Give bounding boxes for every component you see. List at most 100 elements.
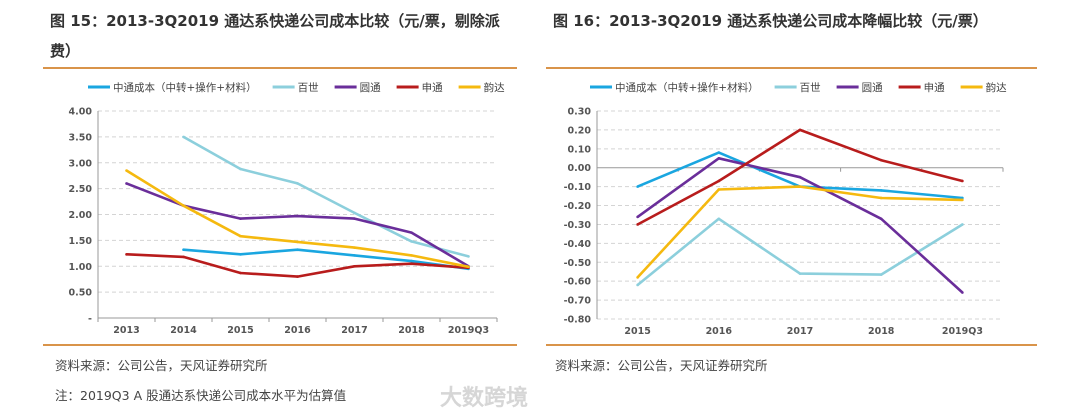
data-point bbox=[410, 262, 413, 265]
y-tick-label: - bbox=[88, 314, 92, 325]
legend-label: 韵达 bbox=[986, 81, 1007, 94]
figure-16-source: 资料来源：公司公告，天风证券研究所 bbox=[555, 358, 768, 373]
data-point bbox=[410, 240, 413, 243]
data-point bbox=[879, 158, 883, 162]
y-tick-label: 4.00 bbox=[69, 107, 93, 118]
x-tick-label: 2018 bbox=[398, 325, 425, 336]
data-point bbox=[410, 259, 413, 263]
data-point bbox=[182, 204, 185, 208]
x-tick-label: 2019Q3 bbox=[942, 326, 983, 337]
data-point bbox=[182, 135, 185, 139]
data-point bbox=[961, 198, 964, 202]
data-point bbox=[798, 128, 802, 132]
x-tick-label: 2014 bbox=[170, 325, 197, 336]
figure-15-bottom-rule bbox=[43, 344, 517, 346]
y-tick-label: -0.60 bbox=[564, 277, 592, 288]
x-tick-label: 2019Q3 bbox=[448, 325, 489, 336]
legend-label: 中通成本（中转+操作+材料） bbox=[615, 81, 759, 94]
legend-label: 韵达 bbox=[484, 81, 505, 94]
data-point bbox=[239, 234, 242, 238]
data-point bbox=[961, 179, 964, 183]
data-point bbox=[636, 283, 639, 287]
data-point bbox=[239, 167, 242, 171]
data-point bbox=[296, 248, 299, 251]
y-tick-label: 0.50 bbox=[69, 288, 93, 299]
figure-16-bottom-rule bbox=[546, 344, 1037, 346]
data-point bbox=[467, 255, 470, 258]
data-point bbox=[125, 253, 128, 256]
data-point bbox=[717, 179, 721, 183]
y-tick-label: 3.50 bbox=[69, 132, 93, 143]
data-point bbox=[798, 175, 802, 179]
data-point bbox=[636, 223, 639, 226]
data-point bbox=[410, 231, 413, 234]
data-point bbox=[879, 189, 883, 192]
data-point bbox=[353, 246, 356, 249]
data-point bbox=[467, 265, 470, 269]
y-tick-label: 2.50 bbox=[69, 184, 93, 195]
figure-15-source: 资料来源：公司公告，天风证券研究所 bbox=[55, 358, 268, 373]
y-tick-label: 0.10 bbox=[568, 144, 592, 155]
data-point bbox=[239, 253, 242, 256]
y-tick-label: -0.30 bbox=[564, 220, 592, 231]
data-point bbox=[125, 169, 128, 172]
data-point bbox=[410, 254, 413, 257]
data-point bbox=[353, 264, 356, 268]
data-point bbox=[961, 291, 964, 294]
y-tick-label: 1.00 bbox=[69, 262, 93, 273]
data-point bbox=[717, 151, 721, 154]
legend-label: 申通 bbox=[924, 81, 945, 94]
data-point bbox=[239, 217, 242, 220]
data-point bbox=[353, 217, 356, 220]
y-tick-label: -0.70 bbox=[564, 296, 592, 307]
series-line-韵达 bbox=[125, 169, 469, 269]
data-point bbox=[182, 255, 185, 259]
data-point bbox=[636, 215, 639, 219]
y-tick-label: 2.00 bbox=[69, 210, 93, 221]
data-point bbox=[353, 211, 356, 215]
watermark: 大数跨境 bbox=[440, 386, 529, 411]
y-tick-label: 3.00 bbox=[69, 158, 93, 169]
y-tick-label: 0.00 bbox=[568, 163, 592, 174]
figure-15-note: 注：2019Q3 A 股通达系快递公司成本水平为估算值 bbox=[55, 388, 347, 403]
series-line-百世 bbox=[182, 135, 469, 258]
data-point bbox=[182, 248, 185, 251]
figure-15-title: 图 15：2013-3Q2019 通达系快递公司成本比较（元/票，剔除派费） bbox=[50, 12, 500, 60]
y-tick-label: -0.10 bbox=[564, 182, 592, 193]
data-point bbox=[296, 182, 299, 185]
data-point bbox=[636, 185, 639, 188]
data-point bbox=[961, 223, 964, 226]
x-tick-label: 2016 bbox=[284, 325, 311, 336]
x-tick-label: 2016 bbox=[706, 326, 733, 337]
y-tick-label: -0.20 bbox=[564, 201, 592, 212]
x-tick-label: 2015 bbox=[624, 326, 650, 337]
y-tick-label: -0.80 bbox=[564, 315, 592, 326]
series-line-百世 bbox=[636, 217, 964, 287]
y-tick-label: 1.50 bbox=[69, 236, 93, 247]
data-point bbox=[296, 214, 299, 218]
data-point bbox=[879, 217, 883, 221]
data-point bbox=[798, 185, 802, 188]
series-line-圆通 bbox=[126, 182, 470, 268]
data-point bbox=[239, 271, 242, 275]
data-point bbox=[879, 273, 883, 276]
data-point bbox=[125, 182, 128, 185]
series-line-韵达 bbox=[636, 185, 963, 279]
legend-label: 百世 bbox=[298, 82, 319, 94]
data-point bbox=[717, 217, 721, 221]
x-tick-label: 2017 bbox=[341, 325, 367, 336]
legend-label: 中通成本（中转+操作+材料） bbox=[113, 81, 257, 94]
x-tick-label: 2015 bbox=[227, 325, 253, 336]
figure-16-top-rule bbox=[546, 67, 1037, 69]
data-point bbox=[798, 272, 802, 275]
data-point bbox=[353, 254, 356, 257]
y-tick-label: -0.50 bbox=[564, 258, 592, 269]
data-point bbox=[296, 275, 299, 278]
data-point bbox=[296, 240, 299, 244]
legend-label: 圆通 bbox=[360, 82, 381, 94]
series-line-中通成本（中转+操作+材料） bbox=[183, 248, 469, 271]
data-point bbox=[636, 276, 639, 279]
legend-label: 申通 bbox=[422, 81, 443, 94]
data-point bbox=[717, 156, 721, 160]
